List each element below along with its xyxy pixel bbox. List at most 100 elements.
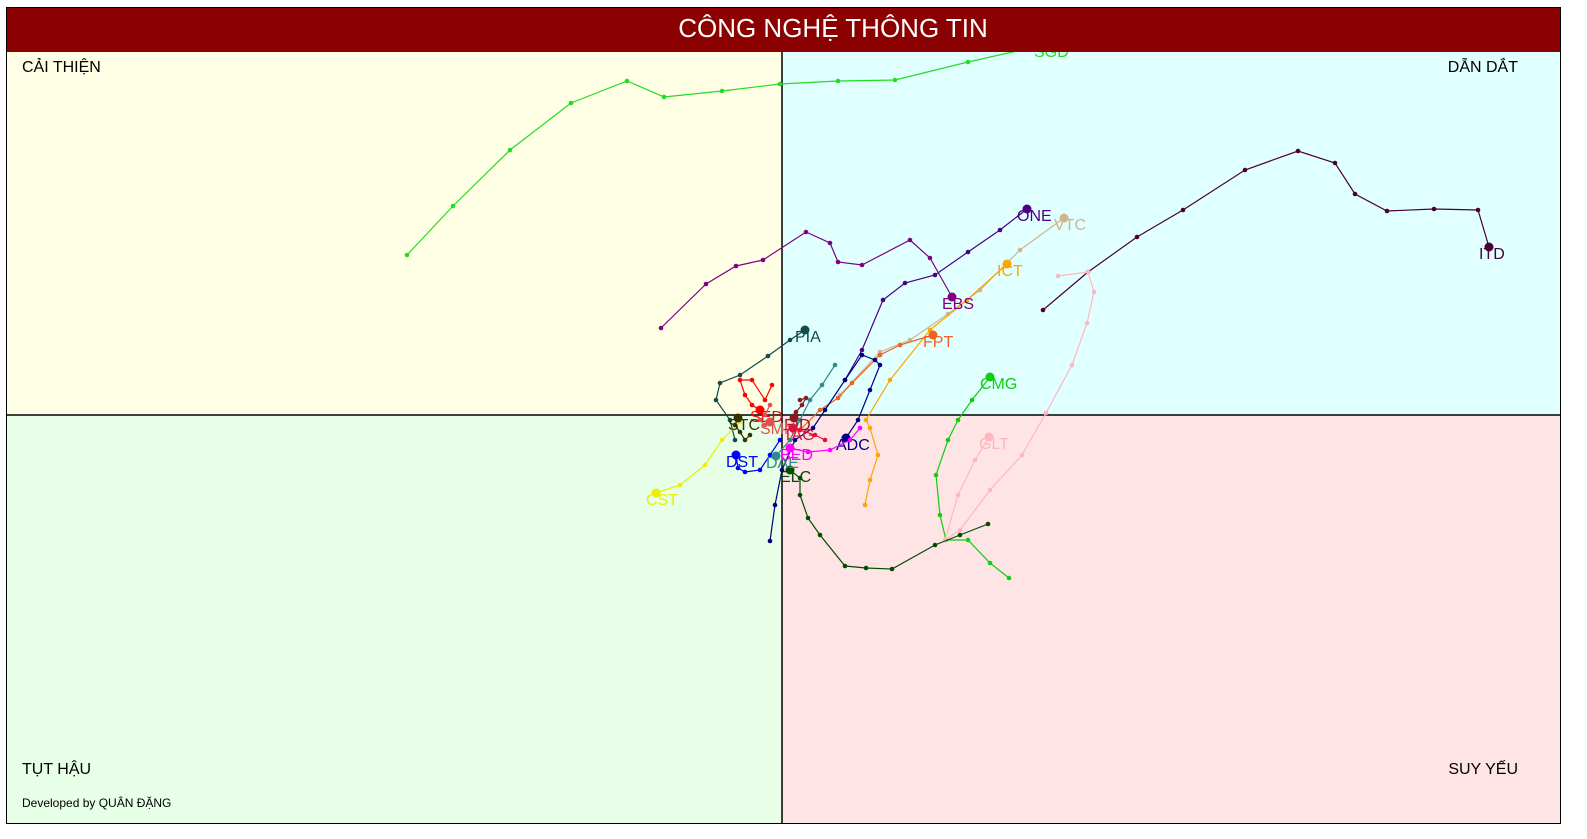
head-point [789,413,799,423]
head-point [788,423,798,433]
point [965,537,971,543]
point [797,427,803,433]
point [875,452,881,458]
point [880,297,886,303]
head-point [800,325,810,335]
series-label: PIA [795,329,821,346]
point [717,380,723,386]
head-point [733,413,743,423]
series: ADC [767,352,883,544]
point [867,477,873,483]
head-point [985,372,995,382]
point [747,432,753,438]
series-label: TAG [783,427,815,444]
point [1006,575,1012,581]
point [997,227,1003,233]
point [1069,362,1075,368]
point [859,352,865,358]
point [859,262,865,268]
point [822,437,828,443]
head-point [785,465,795,475]
point [779,467,785,473]
point [737,429,743,435]
frame [6,7,1561,824]
series-label: GLT [979,436,1009,453]
head-point [1022,204,1032,214]
point [797,492,803,498]
point [767,402,773,408]
point [749,402,755,408]
series: SMN [757,402,796,438]
trail [935,376,1010,579]
point [793,409,799,415]
point [737,377,743,383]
point [927,255,933,261]
point [1295,148,1301,154]
point [1475,207,1481,213]
point [765,353,771,359]
chart-title: CÔNG NGHỆ THÔNG TIN [678,13,988,43]
point [772,502,778,508]
series-label: FPT [923,334,953,351]
point [713,397,719,403]
point [835,395,841,401]
point [872,357,878,363]
point [624,78,630,84]
point [932,272,938,278]
head-point [785,443,795,453]
point [1017,247,1023,253]
credit: Developed by QUÂN ĐẶNG [22,795,171,810]
point [757,467,763,473]
point [1352,191,1358,197]
series: PIA [713,325,821,443]
point [805,449,811,455]
series-label: ITD [1479,246,1505,263]
point [797,417,803,423]
title-bar [7,8,1560,52]
point [749,377,755,383]
point [805,515,811,521]
point [835,259,841,265]
point [867,387,873,393]
point [450,203,456,209]
point [957,527,963,533]
point [807,397,813,403]
point [732,422,738,428]
series: VTC [837,213,1086,398]
point [810,425,816,431]
point [933,472,939,478]
series: DST [726,437,783,475]
head-point [1002,259,1012,269]
quadrant-label: SUY YẾU [1448,759,1518,778]
point [855,417,861,423]
point [1040,307,1046,313]
point [507,147,513,153]
point [957,532,963,538]
series-label: SED [750,409,783,426]
series: FPT [797,330,953,433]
series-label: CST [646,492,678,509]
point [863,565,869,571]
point [1134,234,1140,240]
point [1431,206,1437,212]
trail [775,364,836,457]
point [702,462,708,468]
point [832,362,838,368]
point [658,325,664,331]
point [733,263,739,269]
series: TAG [783,423,828,444]
series: CST [646,419,743,509]
point [889,566,895,572]
series-label: DAE [766,455,799,472]
point [987,487,993,493]
point [985,521,991,527]
series-label: ADC [836,437,870,454]
series-label: BED [780,447,813,464]
series: ICT [862,259,1023,508]
series-label: STC [728,417,760,434]
quadrant-label: DẪN DẮT [1448,57,1518,76]
point [972,457,978,463]
point [817,532,823,538]
point [787,337,793,343]
